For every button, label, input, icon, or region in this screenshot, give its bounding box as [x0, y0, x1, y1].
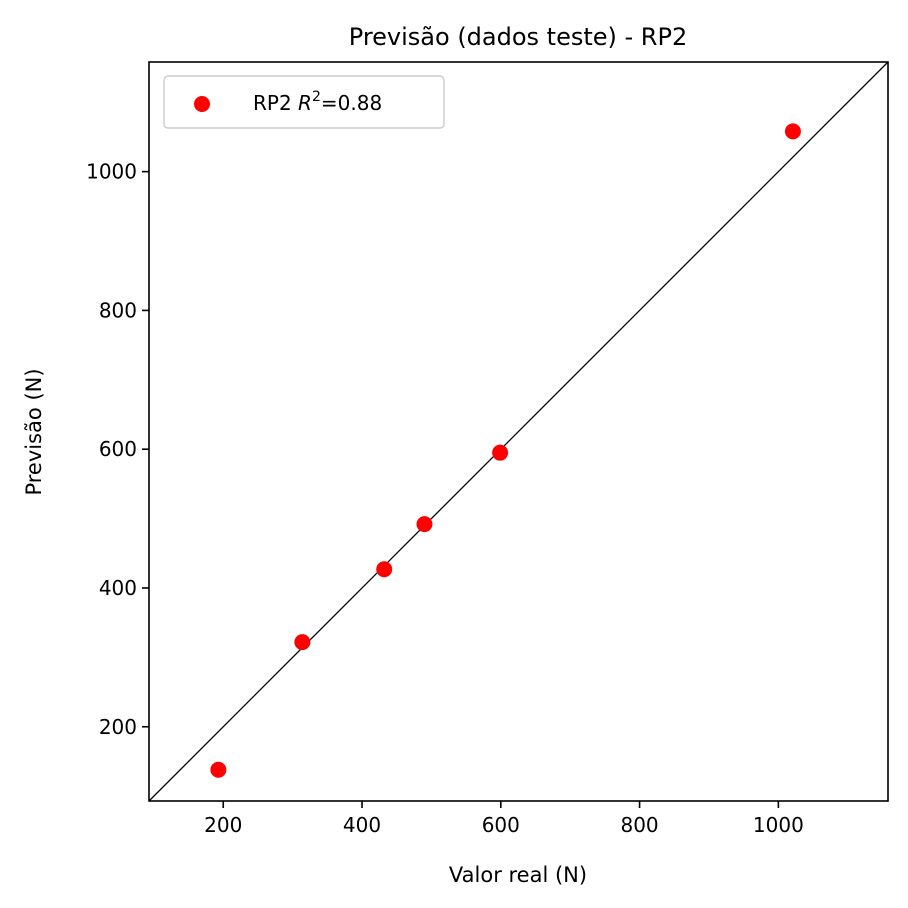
y-tick-label: 1000: [86, 160, 137, 184]
y-tick-label: 800: [99, 298, 137, 322]
y-axis-label: Previsão (N): [22, 368, 46, 495]
legend-label: RP2 R2=0.88: [253, 89, 382, 115]
x-tick-label: 800: [620, 813, 658, 837]
y-tick-label: 600: [99, 437, 137, 461]
data-point: [492, 444, 509, 461]
plot-frame: [148, 61, 889, 802]
legend-suffix: =0.88: [321, 91, 382, 115]
legend-prefix: RP2: [253, 91, 298, 115]
legend-box: [163, 75, 445, 129]
legend-marker: [194, 96, 210, 112]
x-tick-label: 600: [482, 813, 520, 837]
chart-title: Previsão (dados teste) - RP2: [349, 23, 687, 51]
plot-area: [148, 61, 889, 802]
data-points: [210, 123, 801, 778]
legend-superscript: 2: [312, 89, 321, 105]
data-point: [416, 516, 433, 533]
x-tick-label: 1000: [753, 813, 804, 837]
reference-line-layer: [148, 61, 889, 802]
reference-line: [148, 61, 889, 802]
y-tick-label: 200: [99, 715, 137, 739]
legend: RP2 R2=0.88: [163, 75, 445, 129]
data-point: [784, 123, 801, 140]
data-point: [376, 561, 393, 578]
y-tick-label: 400: [99, 576, 137, 600]
x-tick-label: 200: [204, 813, 242, 837]
legend-r-symbol: R: [298, 91, 312, 115]
x-axis-label: Valor real (N): [449, 863, 587, 887]
data-point: [210, 761, 227, 778]
x-tick-label: 400: [343, 813, 381, 837]
x-axis: 200 400 600 800 1000: [204, 801, 804, 837]
data-point: [294, 634, 311, 651]
y-axis: 200 400 600 800 1000: [86, 160, 149, 739]
